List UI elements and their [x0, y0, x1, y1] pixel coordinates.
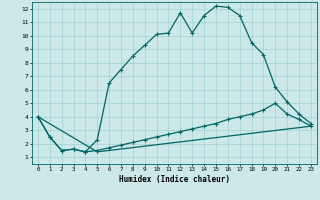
X-axis label: Humidex (Indice chaleur): Humidex (Indice chaleur): [119, 175, 230, 184]
